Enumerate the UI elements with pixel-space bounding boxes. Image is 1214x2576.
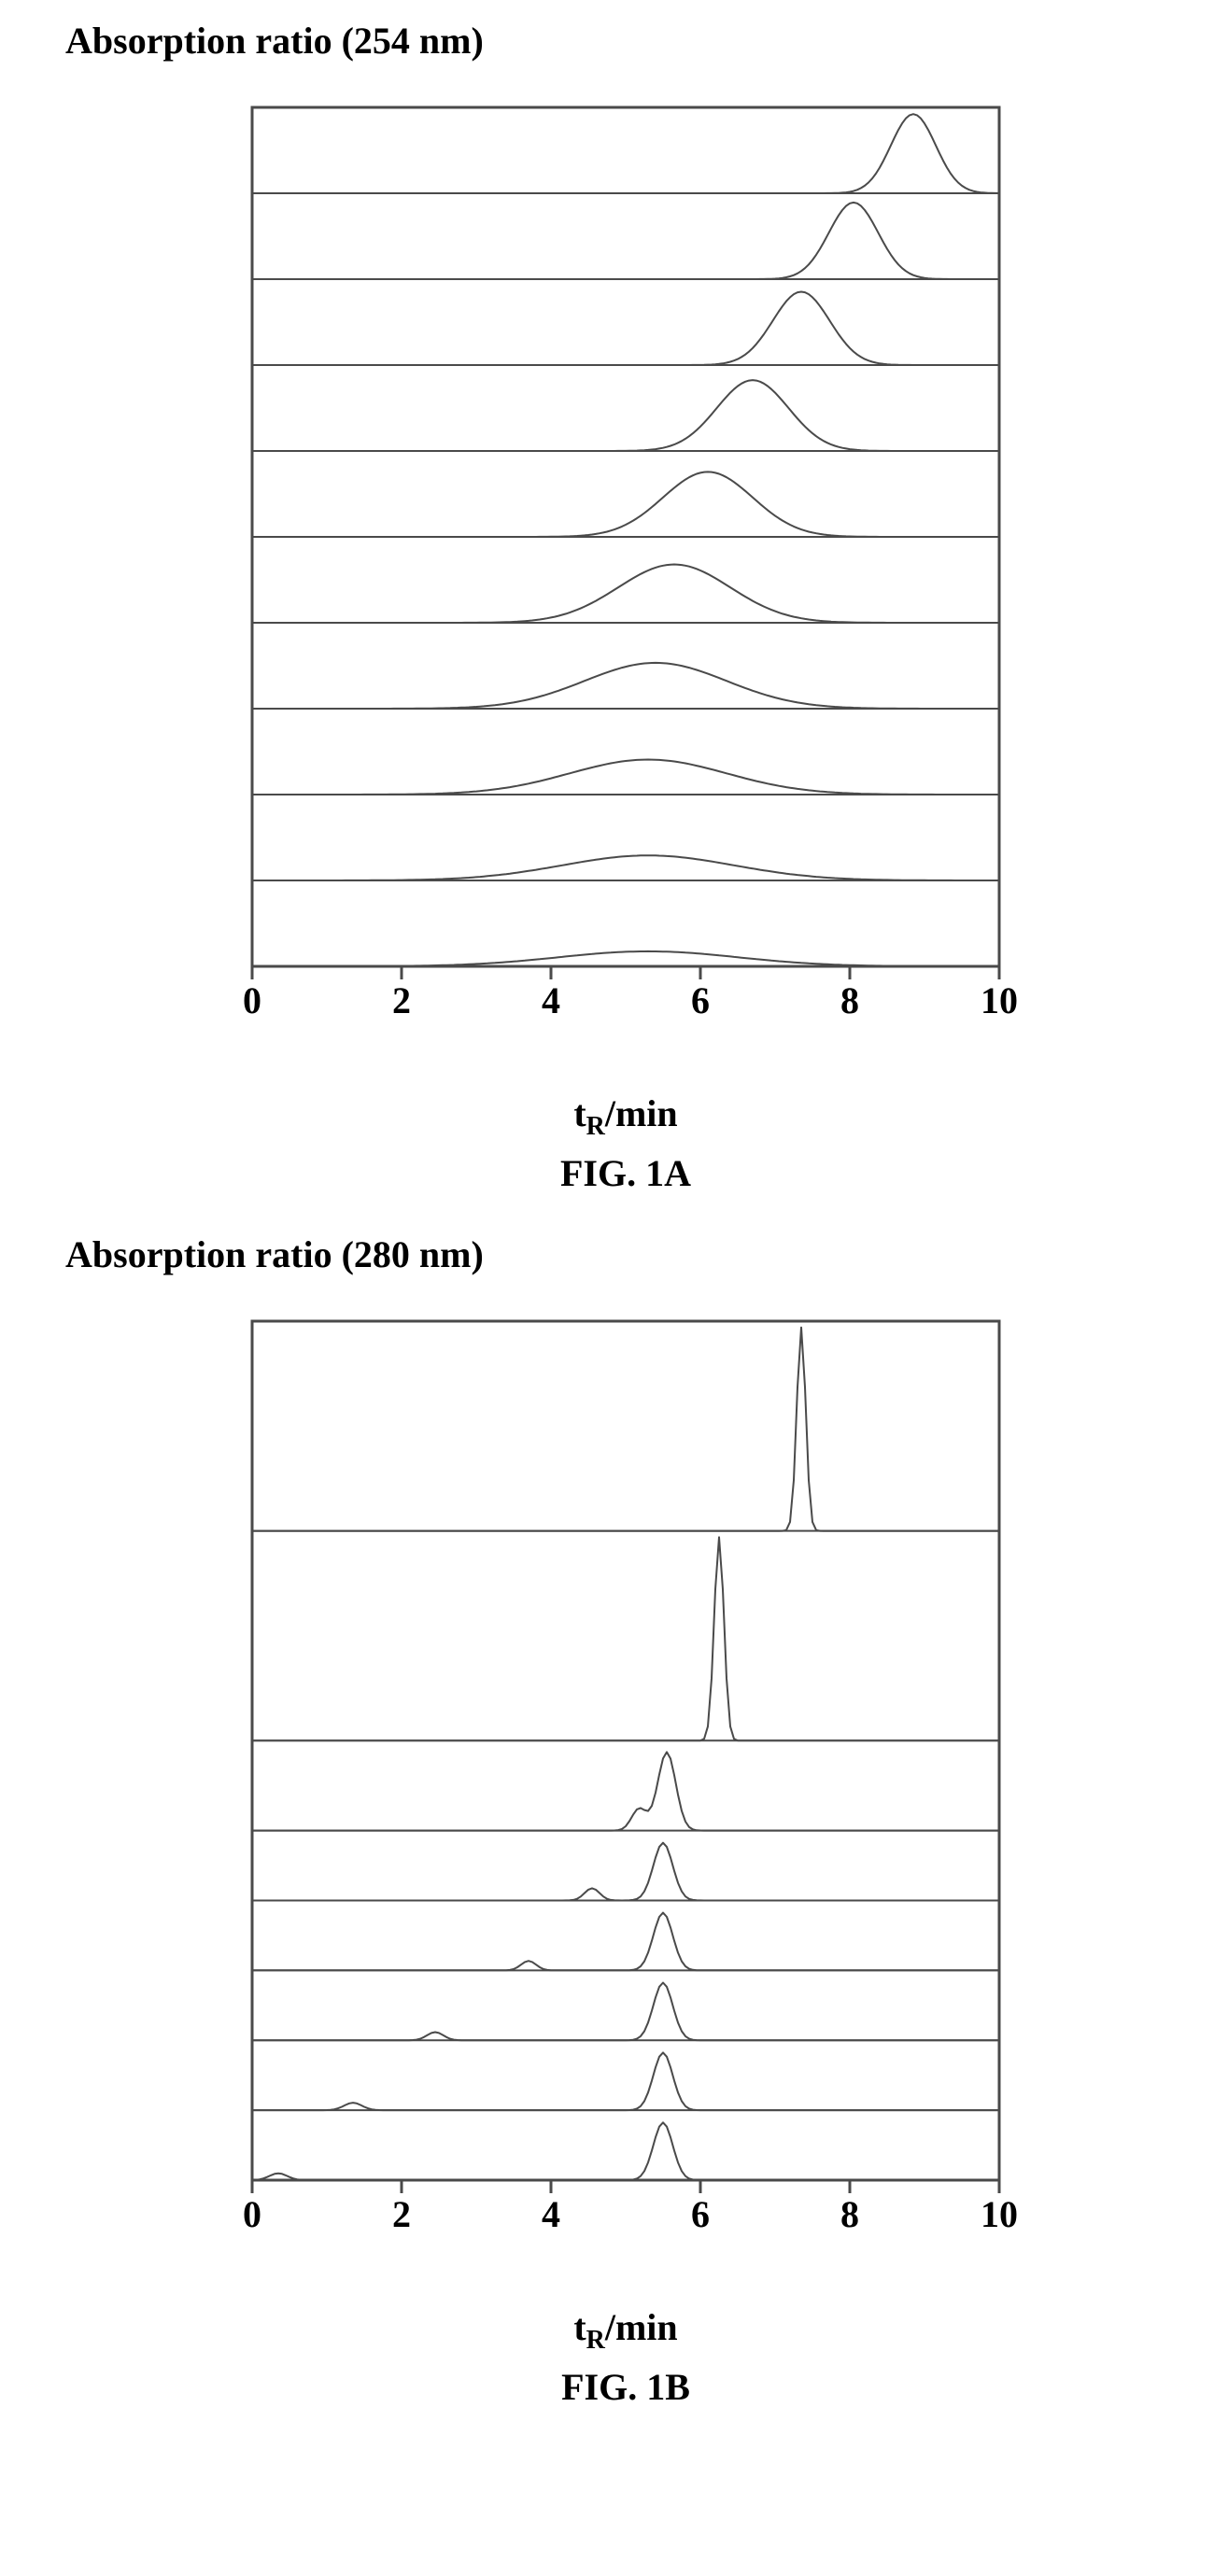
svg-text:0: 0 <box>243 979 261 1021</box>
figure-a-xlabel: tR/min <box>205 1091 1046 1142</box>
figure-b: Absorption ratio (280 nm) 0 2 4 6 8 10 tR/min… <box>19 1232 1195 2409</box>
svg-text:2: 2 <box>392 979 411 1021</box>
figure-a-caption: FIG. 1A <box>205 1151 1046 1195</box>
svg-text:6: 6 <box>691 2193 710 2235</box>
figure-b-caption: FIG. 1B <box>205 2365 1046 2409</box>
figure-a-plot-wrap: 0 2 4 6 8 10 tR/min FIG. 1A <box>205 70 1195 1195</box>
figure-b-ytitle: Absorption ratio (280 nm) <box>65 1232 1195 1276</box>
figure-a-ytitle: Absorption ratio (254 nm) <box>65 19 1195 63</box>
figure-a-svg: 0 2 4 6 8 10 <box>205 70 1046 1088</box>
svg-text:0: 0 <box>243 2193 261 2235</box>
svg-text:8: 8 <box>840 979 859 1021</box>
figure-a: Absorption ratio (254 nm) 0 2 4 6 8 10 tR/min… <box>19 19 1195 1195</box>
svg-text:6: 6 <box>691 979 710 1021</box>
figure-b-svg: 0 2 4 6 8 10 <box>205 1284 1046 2302</box>
figure-b-xlabel: tR/min <box>205 2305 1046 2356</box>
svg-text:4: 4 <box>542 2193 560 2235</box>
svg-text:10: 10 <box>981 979 1018 1021</box>
svg-text:8: 8 <box>840 2193 859 2235</box>
svg-text:2: 2 <box>392 2193 411 2235</box>
svg-text:4: 4 <box>542 979 560 1021</box>
svg-text:10: 10 <box>981 2193 1018 2235</box>
figure-b-plot-wrap: 0 2 4 6 8 10 tR/min FIG. 1B <box>205 1284 1195 2409</box>
